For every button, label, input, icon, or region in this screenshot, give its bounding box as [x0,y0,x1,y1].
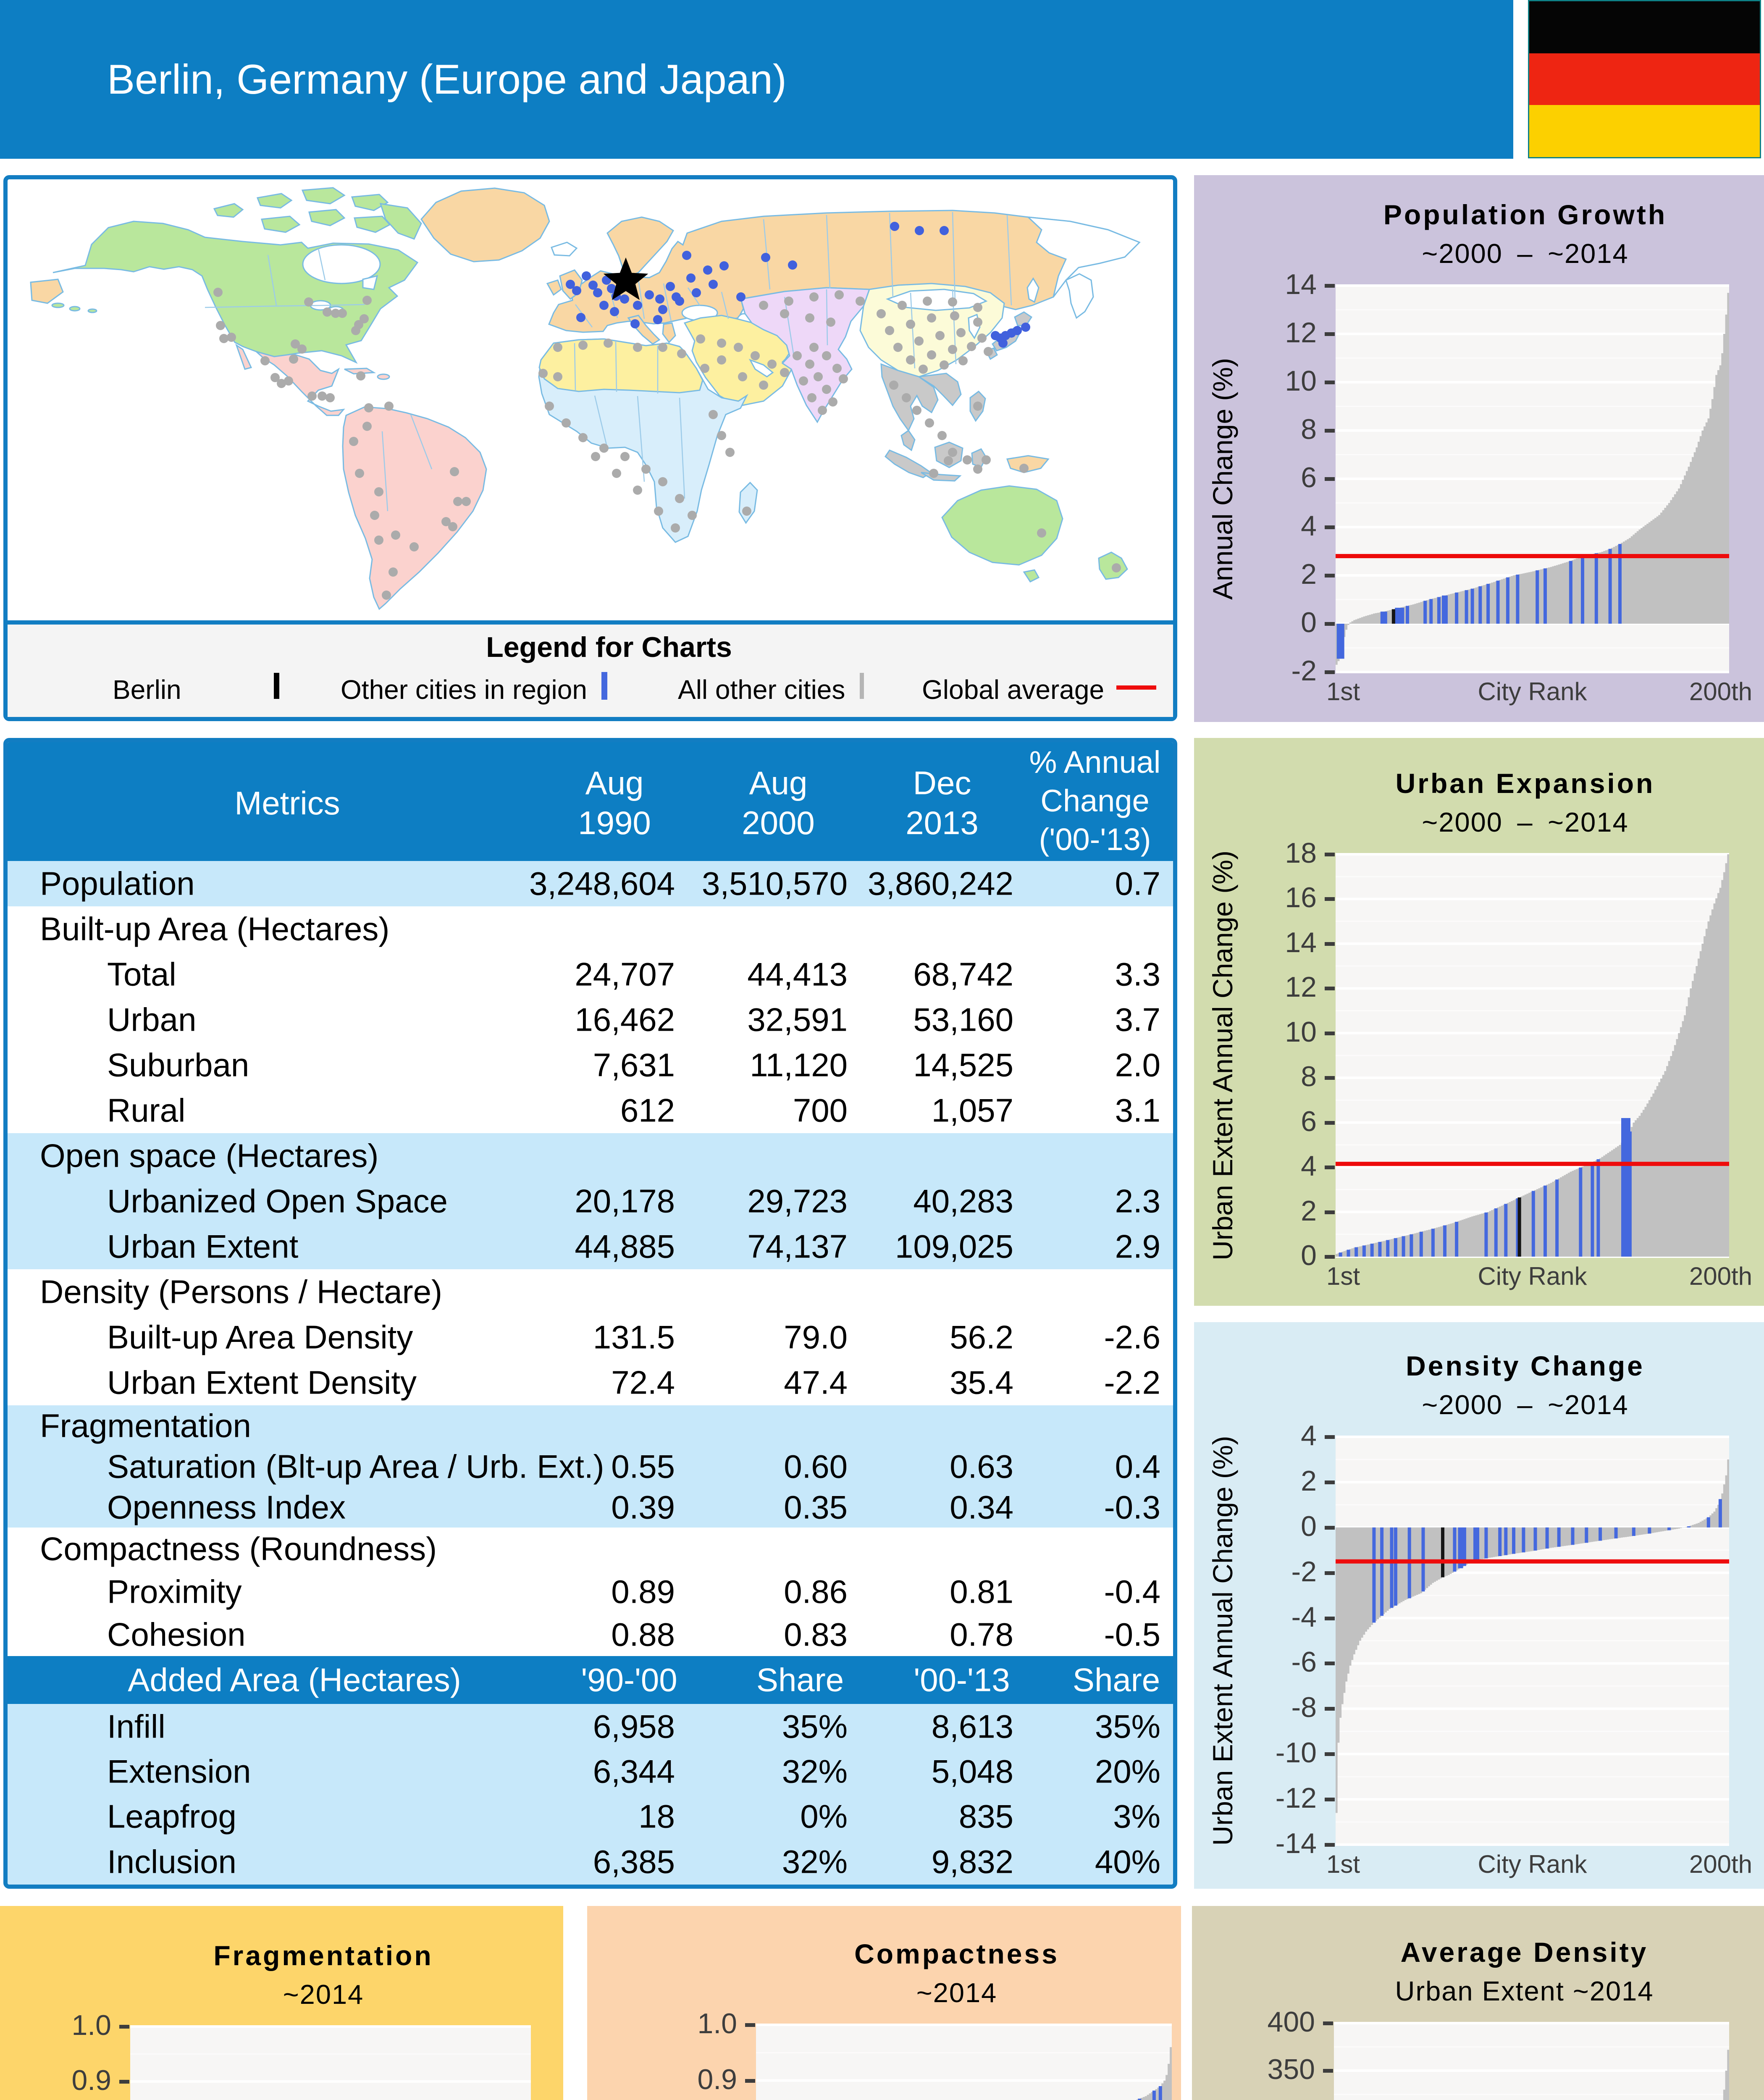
svg-text:Urban Extent Annual Change (%): Urban Extent Annual Change (%) [1207,1436,1238,1846]
svg-text:Annual Change (%): Annual Change (%) [1207,358,1238,600]
svg-text:Urban Extent Annual Change (%): Urban Extent Annual Change (%) [1207,850,1238,1260]
